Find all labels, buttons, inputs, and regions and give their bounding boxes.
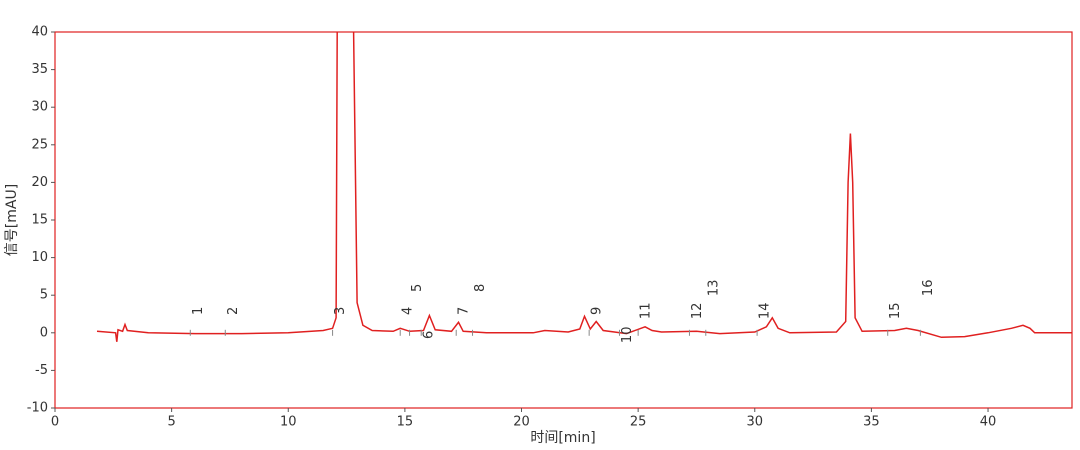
x-tick-label: 20 xyxy=(513,415,530,430)
peak-label: 11 xyxy=(639,303,654,320)
peak-label: 9 xyxy=(590,307,605,315)
peak-label: 15 xyxy=(888,303,903,320)
x-axis-label: 时间[min] xyxy=(530,430,595,446)
x-tick-label: 10 xyxy=(280,415,297,430)
y-tick-label: -5 xyxy=(35,363,48,378)
peak-label: 7 xyxy=(457,307,472,315)
x-tick-label: 40 xyxy=(980,415,997,430)
signal-line xyxy=(96,32,1072,342)
peak-label: 2 xyxy=(226,307,241,315)
y-tick-label: 25 xyxy=(31,137,48,152)
peak-label: 13 xyxy=(706,280,721,297)
y-tick-label: 30 xyxy=(31,100,48,115)
x-tick-label: 25 xyxy=(630,415,647,430)
x-tick-label: 35 xyxy=(863,415,880,430)
peak-label: 6 xyxy=(422,331,437,339)
y-tick-label: 40 xyxy=(31,25,48,40)
y-axis-label: 信号[mAU] xyxy=(4,184,20,256)
x-tick-label: 15 xyxy=(397,415,414,430)
peak-label: 8 xyxy=(473,284,488,292)
x-tick-label: 30 xyxy=(746,415,763,430)
y-tick-label: 15 xyxy=(31,213,48,228)
peak-label: 14 xyxy=(758,303,773,320)
y-tick-label: -10 xyxy=(27,401,48,416)
peak-label: 3 xyxy=(333,307,348,315)
y-tick-label: 35 xyxy=(31,62,48,77)
peak-label: 1 xyxy=(191,307,206,315)
peak-label: 10 xyxy=(620,327,635,344)
x-tick-label: 5 xyxy=(167,415,175,430)
y-tick-label: 20 xyxy=(31,175,48,190)
y-tick-label: 10 xyxy=(31,250,48,265)
y-tick-label: 5 xyxy=(40,288,48,303)
plot-frame xyxy=(54,31,1073,409)
y-tick-label: 0 xyxy=(40,325,48,340)
x-tick-label: 0 xyxy=(51,415,59,430)
peak-label: 12 xyxy=(690,303,705,320)
peak-label: 16 xyxy=(921,280,936,297)
peak-label: 5 xyxy=(410,284,425,292)
peak-label: 4 xyxy=(401,307,416,315)
